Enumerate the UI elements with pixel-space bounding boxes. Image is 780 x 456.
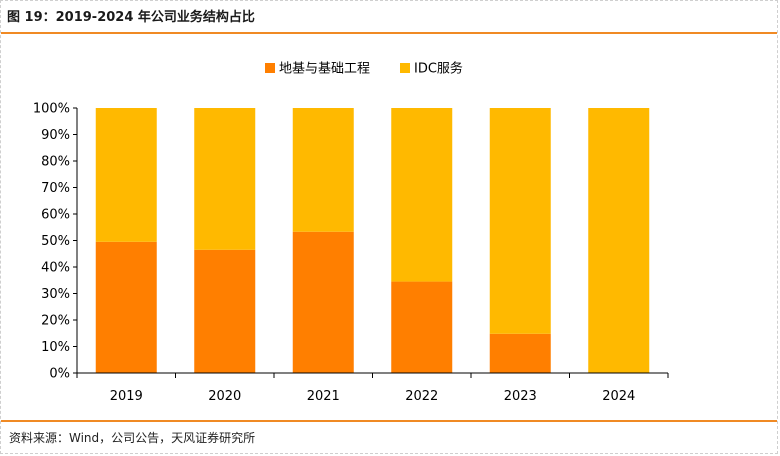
bar-2021-series-1 — [292, 108, 354, 232]
stacked-bar-chart: 地基与基础工程 IDC服务 0% 10% 20% 30% 40% 50% 60% 70% 80% 9… — [33, 61, 669, 404]
legend-label-0: 地基与基础工程 — [279, 62, 370, 77]
y-tick-label: 20% — [41, 314, 70, 329]
y-tick-label: 10% — [41, 340, 70, 355]
bar-2019-series-0 — [95, 241, 157, 373]
figure-title: 图 19：2019-2024 年公司业务结构占比 — [7, 10, 255, 25]
legend-label-1: IDC服务 — [414, 61, 463, 77]
bar-2022-series-1 — [391, 108, 453, 282]
source-divider — [1, 420, 777, 422]
y-tick-label: 100% — [33, 102, 70, 117]
y-tick-label: 50% — [41, 234, 70, 249]
legend-swatch-1 — [400, 63, 410, 73]
y-tick-label: 0% — [49, 367, 70, 382]
bar-2023-series-0 — [489, 333, 551, 373]
x-tick-label: 2020 — [208, 389, 241, 404]
bar-2021-series-0 — [292, 231, 354, 373]
x-tick-label: 2019 — [110, 389, 143, 404]
bar-2022-series-0 — [391, 281, 453, 373]
y-axis: 0% 10% 20% 30% 40% 50% 60% 70% 80% 90% 100% — [33, 102, 78, 382]
x-tick-label: 2024 — [602, 389, 635, 404]
y-tick-label: 80% — [41, 155, 70, 170]
bar-2020-series-0 — [194, 249, 256, 373]
x-tick-label: 2021 — [307, 389, 340, 404]
x-axis: 2019 2020 2021 2022 2023 2024 — [76, 372, 669, 404]
y-tick-label: 30% — [41, 287, 70, 302]
x-tick-label: 2022 — [405, 389, 438, 404]
title-divider — [1, 32, 777, 34]
legend: 地基与基础工程 IDC服务 — [265, 61, 463, 77]
source-note: 资料来源：Wind，公司公告，天风证券研究所 — [9, 431, 256, 445]
bar-2019-series-1 — [95, 108, 157, 242]
bar-2023-series-1 — [489, 108, 551, 334]
bars — [95, 108, 650, 373]
y-tick-label: 40% — [41, 261, 70, 276]
y-tick-label: 60% — [41, 208, 70, 223]
x-tick-label: 2023 — [504, 389, 537, 404]
y-tick-label: 70% — [41, 181, 70, 196]
y-tick-label: 90% — [41, 128, 70, 143]
bar-2024-series-1 — [588, 108, 650, 373]
legend-swatch-0 — [265, 63, 275, 73]
bar-2020-series-1 — [194, 108, 256, 250]
